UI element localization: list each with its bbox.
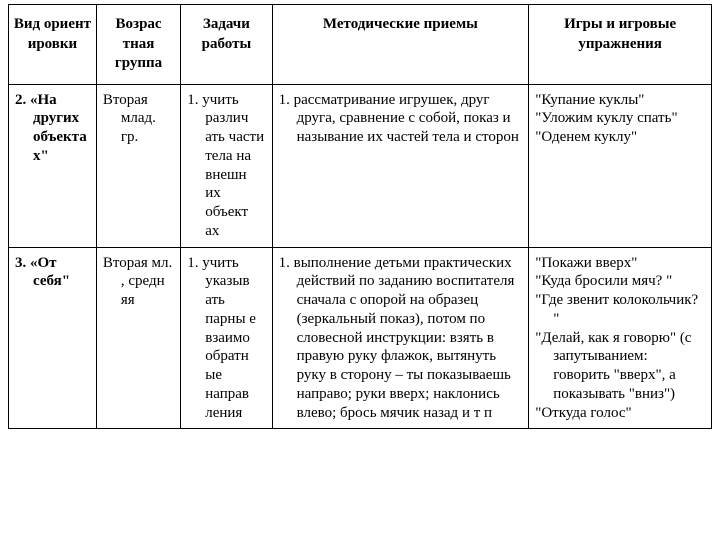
cell-age-group: Вторая млад. гр. — [96, 84, 180, 247]
cell-games: "Покажи вверх" "Куда бросили мяч? " "Где… — [529, 247, 712, 429]
header-games: Игры и игровые упражнения — [529, 5, 712, 85]
table-row: 2. «На других объекта х" Вторая млад. гр… — [9, 84, 712, 247]
table-header-row: Вид ориент ировки Возрас тная группа Зад… — [9, 5, 712, 85]
header-orientation: Вид ориент ировки — [9, 5, 97, 85]
table-row: 3. «От себя" Вторая мл. , средн яя 1. уч… — [9, 247, 712, 429]
cell-games: "Купание куклы" "Уложим куклу спать" "Од… — [529, 84, 712, 247]
cell-methods: 1. рассматривание игрушек, друг друга, с… — [272, 84, 529, 247]
cell-age-group: Вторая мл. , средн яя — [96, 247, 180, 429]
header-methods: Методические приемы — [272, 5, 529, 85]
cell-orientation: 3. «От себя" — [9, 247, 97, 429]
cell-tasks: 1. учить различ ать части тела на внешн … — [181, 84, 272, 247]
methods-table: Вид ориент ировки Возрас тная группа Зад… — [8, 4, 712, 429]
page: Вид ориент ировки Возрас тная группа Зад… — [0, 0, 720, 540]
cell-orientation: 2. «На других объекта х" — [9, 84, 97, 247]
cell-methods: 1. выполнение детьми практических действ… — [272, 247, 529, 429]
header-tasks: Задачи работы — [181, 5, 272, 85]
cell-tasks: 1. учить указыв ать парны е взаимо обрат… — [181, 247, 272, 429]
header-age-group: Возрас тная группа — [96, 5, 180, 85]
